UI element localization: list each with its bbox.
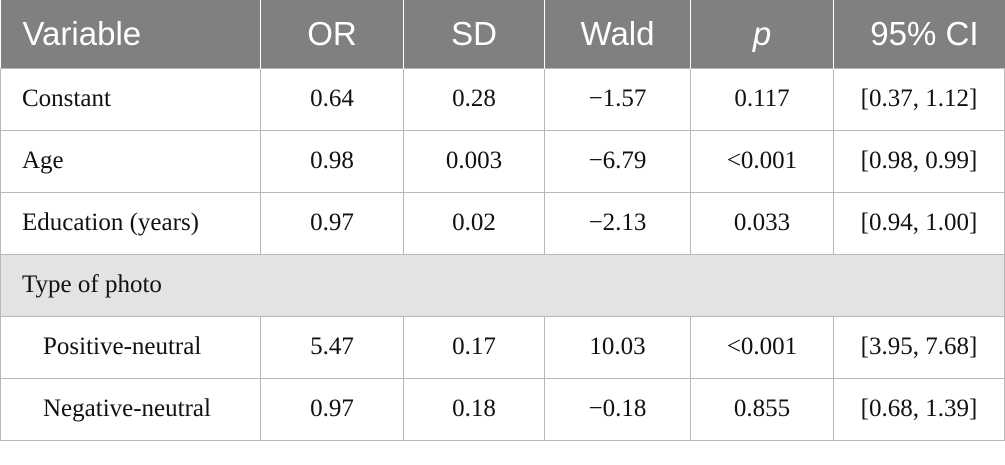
cell-wald: −2.13 bbox=[544, 191, 691, 255]
cell-variable: Positive-neutral bbox=[0, 315, 261, 379]
cell-ci: [0.68, 1.39] bbox=[833, 377, 1005, 441]
regression-table-container: Variable OR SD Wald p 95% CI Constant 0.… bbox=[0, 0, 1005, 441]
header-ci: 95% CI bbox=[833, 0, 1005, 68]
header-sd: SD bbox=[403, 0, 545, 68]
cell-p: <0.001 bbox=[690, 315, 834, 379]
cell-or: 0.98 bbox=[260, 129, 404, 193]
table-row: Negative-neutral 0.97 0.18 −0.18 0.855 [… bbox=[0, 377, 1005, 441]
cell-p: 0.033 bbox=[690, 191, 834, 255]
cell-wald: −6.79 bbox=[544, 129, 691, 193]
header-variable: Variable bbox=[0, 0, 261, 68]
cell-sd: 0.003 bbox=[403, 129, 545, 193]
table-body: Constant 0.64 0.28 −1.57 0.117 [0.37, 1.… bbox=[0, 67, 1005, 441]
cell-wald: −1.57 bbox=[544, 67, 691, 131]
cell-ci: [0.94, 1.00] bbox=[833, 191, 1005, 255]
cell-ci: [0.37, 1.12] bbox=[833, 67, 1005, 131]
table-row: Positive-neutral 5.47 0.17 10.03 <0.001 … bbox=[0, 315, 1005, 379]
cell-sd: 0.28 bbox=[403, 67, 545, 131]
cell-wald: −0.18 bbox=[544, 377, 691, 441]
cell-or: 0.97 bbox=[260, 377, 404, 441]
table-row: Age 0.98 0.003 −6.79 <0.001 [0.98, 0.99] bbox=[0, 129, 1005, 193]
table-header: Variable OR SD Wald p 95% CI bbox=[0, 0, 1005, 68]
regression-table: Variable OR SD Wald p 95% CI Constant 0.… bbox=[0, 0, 1005, 441]
cell-ci: [0.98, 0.99] bbox=[833, 129, 1005, 193]
cell-sd: 0.18 bbox=[403, 377, 545, 441]
cell-p: 0.855 bbox=[690, 377, 834, 441]
cell-sd: 0.17 bbox=[403, 315, 545, 379]
header-or: OR bbox=[260, 0, 404, 68]
cell-or: 0.64 bbox=[260, 67, 404, 131]
header-p: p bbox=[690, 0, 834, 68]
cell-variable: Negative-neutral bbox=[0, 377, 261, 441]
cell-wald: 10.03 bbox=[544, 315, 691, 379]
cell-p: 0.117 bbox=[690, 67, 834, 131]
cell-variable: Constant bbox=[0, 67, 261, 131]
table-row: Constant 0.64 0.28 −1.57 0.117 [0.37, 1.… bbox=[0, 67, 1005, 131]
cell-ci: [3.95, 7.68] bbox=[833, 315, 1005, 379]
cell-p: <0.001 bbox=[690, 129, 834, 193]
cell-or: 0.97 bbox=[260, 191, 404, 255]
cell-or: 5.47 bbox=[260, 315, 404, 379]
header-row: Variable OR SD Wald p 95% CI bbox=[0, 0, 1005, 68]
cell-variable: Education (years) bbox=[0, 191, 261, 255]
table-row: Education (years) 0.97 0.02 −2.13 0.033 … bbox=[0, 191, 1005, 255]
cell-sd: 0.02 bbox=[403, 191, 545, 255]
header-wald: Wald bbox=[544, 0, 691, 68]
section-row: Type of photo bbox=[0, 253, 1005, 317]
section-label: Type of photo bbox=[0, 253, 1005, 317]
cell-variable: Age bbox=[0, 129, 261, 193]
